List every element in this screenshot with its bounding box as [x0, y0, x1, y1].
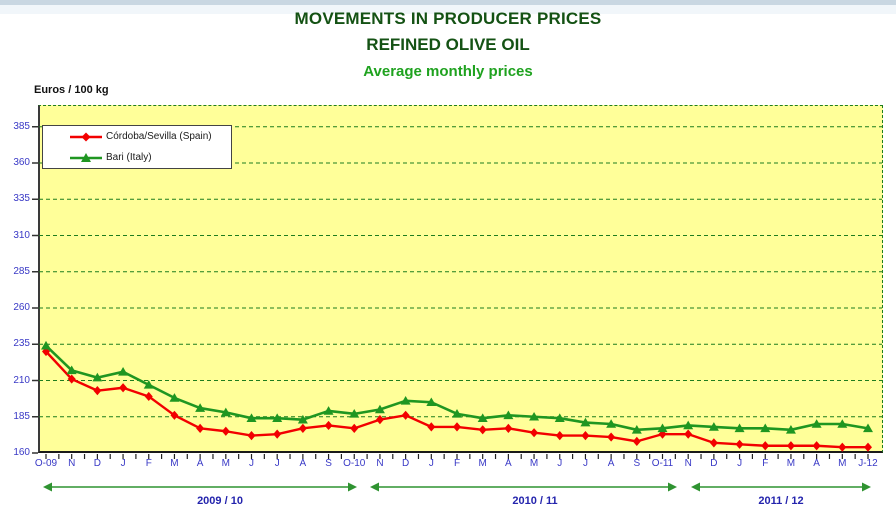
x-axis-label: S [325, 458, 332, 469]
y-axis-label: 385 [13, 120, 30, 132]
legend-item-cordoba: Córdoba/Sevilla (Spain) [43, 126, 231, 147]
x-axis-label: J [249, 458, 254, 469]
season-label: 2010 / 11 [512, 495, 558, 507]
legend-marker-triangle-icon [70, 152, 102, 162]
x-axis-label: J-12 [858, 458, 878, 469]
x-axis-label: S [633, 458, 641, 469]
x-axis-label: M [838, 458, 847, 469]
x-axis-label: J [274, 458, 280, 469]
season-arrow-head-left [43, 482, 52, 492]
x-axis-label: M [170, 458, 179, 469]
y-axis-label: 260 [13, 302, 30, 313]
season-arrow-head-right [668, 482, 677, 492]
chart-title-line1: MOVEMENTS IN PRODUCER PRICES [294, 9, 602, 28]
x-axis-label: N [68, 458, 76, 469]
x-axis-label: A [299, 458, 307, 469]
y-axis-label: 210 [13, 374, 30, 386]
season-arrow-head-right [862, 482, 871, 492]
season-label: 2009 / 10 [197, 495, 243, 507]
legend-label-bari: Bari (Italy) [106, 152, 152, 163]
x-axis-label: N [376, 458, 384, 469]
top-bar [0, 0, 896, 5]
x-axis-label: M [221, 458, 230, 469]
x-axis-label: J [737, 458, 743, 469]
legend-marker-diamond-icon [70, 132, 102, 141]
x-axis-label: D [710, 458, 718, 469]
x-axis-label: J [120, 458, 126, 469]
season-arrow-head-right [348, 482, 357, 492]
legend: Córdoba/Sevilla (Spain) Bari (Italy) [42, 125, 232, 169]
season-arrow-head-left [370, 482, 379, 492]
x-axis-label: M [786, 458, 796, 469]
y-axis-label: 335 [13, 193, 30, 205]
x-axis-label: F [762, 458, 769, 469]
x-axis-label: A [607, 458, 615, 469]
x-axis-label: A [813, 458, 820, 469]
y-axis-unit-label: Euros / 100 kg [34, 84, 109, 96]
x-axis-label: N [684, 458, 692, 469]
x-axis-label: M [529, 458, 539, 469]
x-axis-label: J [582, 458, 588, 469]
x-axis-label: D [93, 458, 101, 469]
y-axis-label: 360 [13, 157, 30, 168]
season-label: 2011 / 12 [758, 495, 804, 507]
x-axis-label: O-11 [651, 458, 674, 469]
y-axis-label: 160 [13, 447, 30, 458]
x-axis-label: D [402, 458, 410, 469]
x-axis-label: F [453, 458, 461, 469]
y-axis-label: 235 [13, 338, 30, 350]
x-axis-label: J [428, 458, 434, 469]
x-axis-label: A [505, 458, 512, 469]
legend-label-cordoba: Córdoba/Sevilla (Spain) [106, 131, 212, 142]
y-axis-label: 310 [13, 229, 30, 241]
x-axis-label: M [478, 458, 487, 469]
y-axis-label: 185 [13, 410, 30, 422]
season-arrow-head-left [691, 482, 700, 492]
x-axis-label: J [557, 458, 563, 469]
legend-item-bari: Bari (Italy) [43, 147, 231, 168]
top-bar-shade [0, 5, 896, 14]
x-axis-label: A [196, 458, 204, 469]
chart-subtitle: Average monthly prices [363, 63, 533, 80]
chart-title-line2: REFINED OLIVE OIL [366, 35, 530, 54]
x-axis-label: O-10 [343, 458, 366, 469]
x-axis-label: O-09 [34, 458, 58, 469]
x-axis-label: F [145, 458, 152, 469]
y-axis-label: 285 [13, 265, 30, 277]
